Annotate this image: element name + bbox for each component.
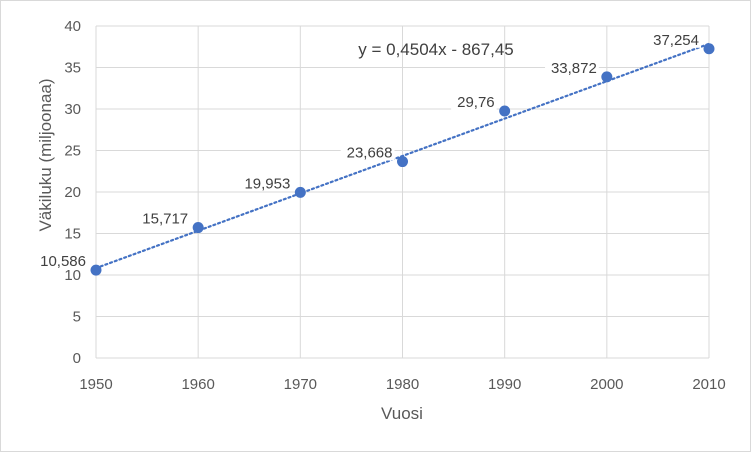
y-tick-labels: 0 5 10 15 20 25 30 35 40 [64,18,81,367]
y-tick-label-4: 20 [64,184,81,201]
data-label-bg-6 [647,29,701,48]
data-label-bg-2 [238,173,293,192]
data-point-1 [192,222,204,234]
y-tick-label-2: 10 [64,267,81,284]
data-label-bg-4 [451,91,497,110]
x-tick-label-6: 2010 [692,376,725,393]
data-label-bg-5 [545,57,599,76]
data-points [90,43,715,276]
data-label-2: 19,953 [244,175,290,192]
y-tick-label-1: 5 [73,309,81,326]
x-tick-label-4: 1990 [488,376,521,393]
gridlines [95,25,710,359]
y-tick-label-6: 30 [64,101,81,118]
data-point-4 [499,105,511,117]
data-point-3 [397,156,408,168]
data-label-1: 15,717 [142,211,188,228]
data-point-0 [90,264,102,276]
data-label-3: 23,668 [347,145,393,162]
y-tick-label-3: 15 [64,226,81,243]
data-label-bg-0 [34,251,88,270]
data-labels: 10,586 15,717 19,953 23,668 29,76 33,872 37,25… [34,29,701,270]
data-label-bg-1 [136,208,191,227]
data-label-0: 10,586 [40,253,86,270]
data-label-6: 37,254 [653,32,699,49]
x-tick-label-5: 2000 [590,376,623,393]
x-tick-label-2: 1970 [284,376,317,393]
y-tick-label-5: 25 [64,143,81,160]
y-axis-title: Väkiluku (miljoonaa) [36,78,55,231]
data-label-4: 29,76 [457,94,495,111]
x-tick-label-1: 1960 [181,376,214,393]
data-point-5 [601,71,613,83]
trendline-equation: y = 0,4504x - 867,45 [358,40,513,59]
x-tick-labels: 1950 1960 1970 1980 1990 2000 2010 [79,376,725,393]
y-tick-label-8: 40 [64,18,81,35]
x-axis-title: Vuosi [381,404,423,423]
x-tick-label-0: 1950 [79,376,112,393]
data-point-2 [294,186,306,198]
data-label-bg-3 [340,142,395,161]
y-tick-label-0: 0 [73,350,81,367]
data-label-5: 33,872 [551,60,597,77]
y-tick-label-7: 35 [64,60,81,77]
x-tick-label-3: 1980 [386,376,419,393]
data-point-6 [703,43,715,55]
